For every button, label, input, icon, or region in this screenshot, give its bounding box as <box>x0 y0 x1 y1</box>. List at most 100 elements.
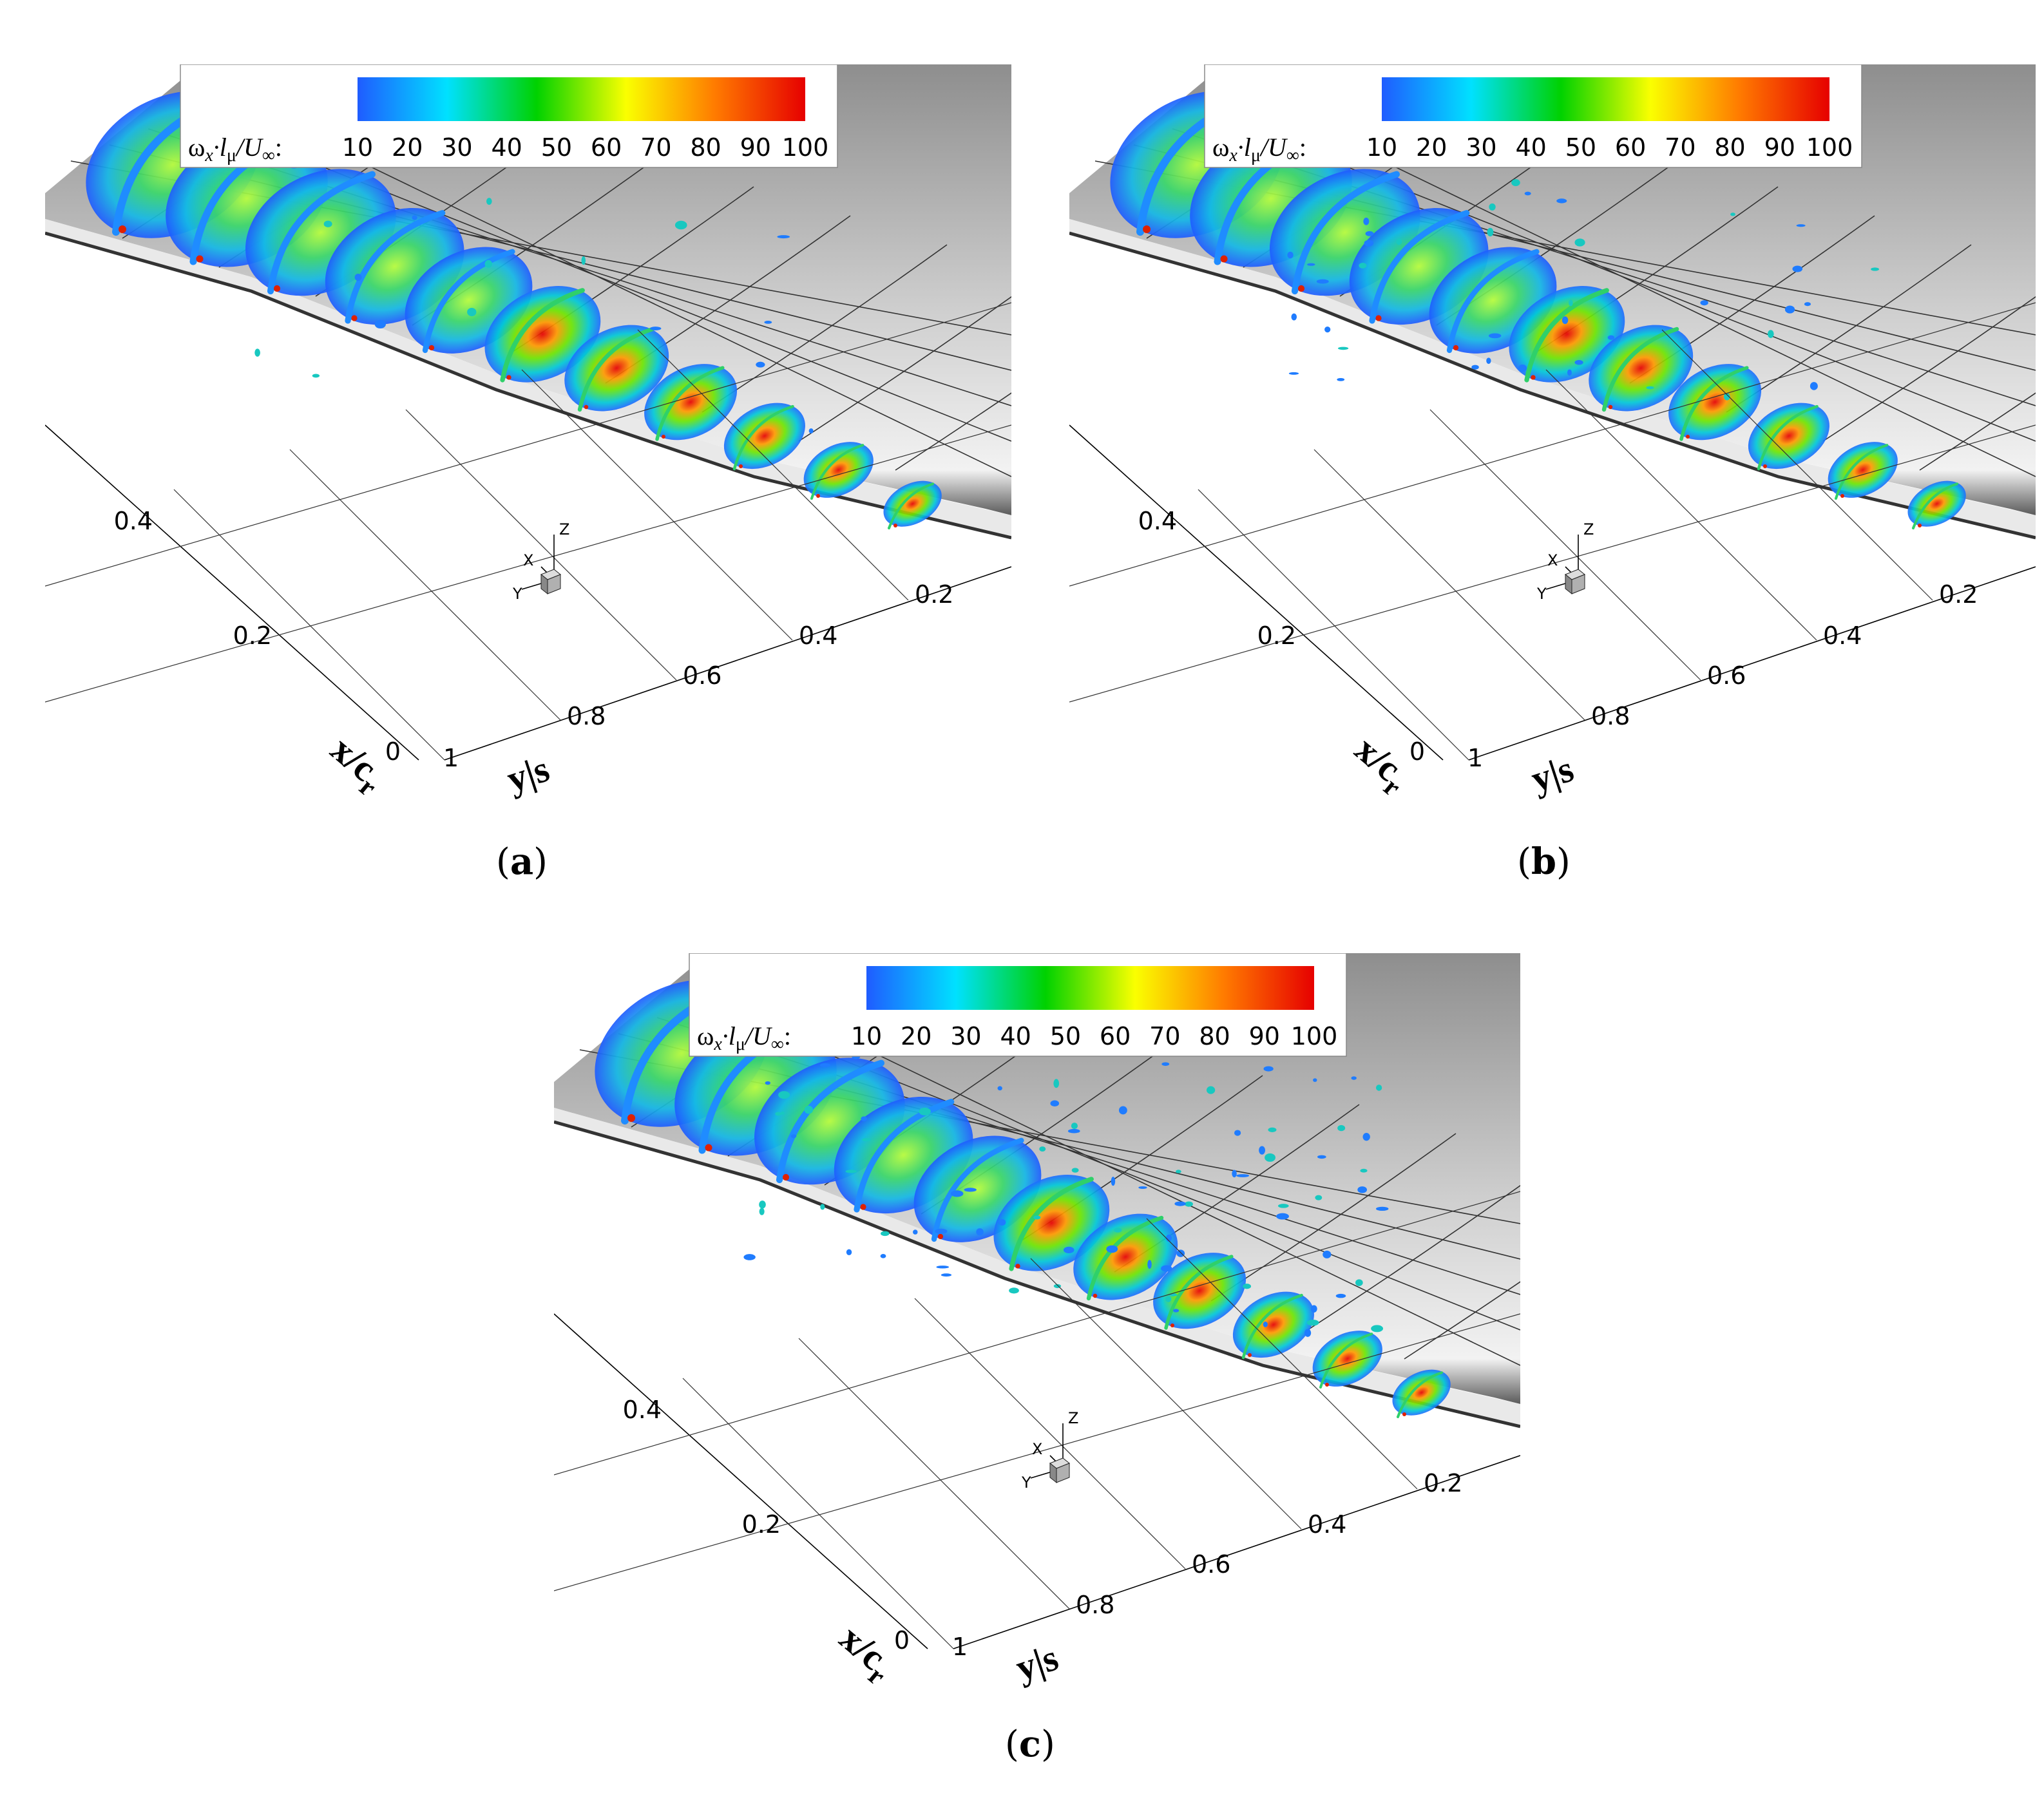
vortex-fragment <box>1268 1127 1277 1132</box>
vortex-slice <box>1828 442 1898 500</box>
vortex-fragment <box>941 1273 952 1277</box>
svg-text:x/cr: x/cr <box>828 1617 903 1691</box>
vortex-fragment <box>759 1208 765 1215</box>
vortex-fragment <box>1176 1249 1185 1257</box>
svg-text:ωx·lμ/U∞:: ωx·lμ/U∞: <box>697 1021 791 1054</box>
axes-frame <box>1069 302 2036 761</box>
colorbar-tick-label: 60 <box>1615 133 1646 162</box>
y-axis-label: y|s <box>1526 748 1578 801</box>
vortex-fragment <box>778 1091 790 1099</box>
vortex-slice <box>1312 1331 1382 1389</box>
vorticity-isosurfaces <box>595 980 1451 1418</box>
vortex-fragment <box>1567 369 1572 376</box>
vortex-fragment <box>880 1254 886 1258</box>
vortex-fragment <box>1796 224 1806 227</box>
axes-frame <box>554 1191 1520 1649</box>
vortex-fragment <box>1784 305 1795 314</box>
y-axis-tick-label: 0.6 <box>683 661 721 690</box>
colorbar-tick-label: 90 <box>1249 1022 1280 1050</box>
vortex-fragment <box>1147 1260 1152 1269</box>
axes-frame <box>45 302 1011 761</box>
colorbar-tick-label: 100 <box>1806 133 1853 162</box>
colorbar-tick-label: 40 <box>1515 133 1546 162</box>
svg-text:Y: Y <box>1536 585 1547 603</box>
vortex-fragment <box>997 1086 1002 1091</box>
vortex-fragment <box>1263 1066 1274 1072</box>
x-axis-tick-label: 0 <box>894 1626 910 1655</box>
orientation-triad: Z X Y <box>512 520 569 603</box>
vortex-fragment <box>1306 1320 1319 1326</box>
vortex-fragment <box>1337 377 1345 381</box>
y-axis-tick-label: 0.8 <box>1591 702 1630 730</box>
y-axis-tick-label: 0.8 <box>567 702 606 730</box>
vortex-fragment <box>1810 382 1818 390</box>
vortex-fragment <box>1039 1146 1046 1152</box>
vortex-fragment <box>1138 1186 1147 1189</box>
vortex-fragment <box>581 256 586 265</box>
vortex-fragment <box>254 348 260 357</box>
vortex-fragment <box>1323 1250 1332 1258</box>
vortex-fragment <box>1488 333 1502 339</box>
colorbar-legend: ωx·lμ/U∞: 10 20 30 40 50 60 70 80 90 100 <box>180 64 838 168</box>
vortex-fragment <box>1471 365 1479 370</box>
x-axis-tick-label: 0.4 <box>1138 507 1177 535</box>
vortex-fragment <box>1569 299 1573 307</box>
vortex-fragment <box>919 1107 931 1115</box>
colorbar-tick-label: 90 <box>1764 133 1795 162</box>
colorbar-tick-label: 40 <box>491 133 522 162</box>
colorbar-tick-label: 10 <box>1366 133 1397 162</box>
y-axis-tick-label: 0.2 <box>915 580 953 609</box>
vortex-slice <box>723 403 805 471</box>
x-axis-tick-label: 0.2 <box>742 1510 781 1539</box>
vortex-fragment <box>1277 1204 1289 1208</box>
x-axis-tick-label: 0.2 <box>233 621 272 650</box>
colorbar-tick-label: 80 <box>1199 1022 1230 1050</box>
vortex-fragment <box>764 321 772 324</box>
colorbar-tick-label: 50 <box>541 133 572 162</box>
vortex-fragment <box>845 1170 857 1173</box>
vortex-slice <box>1907 480 1966 529</box>
panel-a-figure: 0 0.2 0.4 1 0.8 0.6 0.4 0.2 x/cr y|s Z X Y ωx·l… <box>45 64 1011 802</box>
vortex-fragment <box>790 1134 797 1139</box>
vortex-fragment <box>820 1204 825 1210</box>
vortex-fragment <box>1243 1284 1252 1289</box>
vortex-fragment <box>777 235 790 239</box>
vortex-fragment <box>1111 1177 1116 1186</box>
vortex-fragment <box>1009 1287 1019 1294</box>
vortex-fragment <box>674 220 687 230</box>
vortex-fragment <box>1071 1168 1079 1173</box>
vortex-fragment <box>1184 1201 1193 1207</box>
colorbar-tick-label: 80 <box>690 133 721 162</box>
vortex-fragment <box>950 1190 964 1197</box>
colorbar-legend: ωx·lμ/U∞: 10 20 30 40 50 60 70 80 90 100 <box>1204 64 1862 168</box>
vortex-fragment <box>1315 1195 1323 1200</box>
vortex-fragment <box>1792 265 1803 272</box>
vortex-fragment <box>862 1138 872 1142</box>
vortex-slice <box>1668 364 1762 441</box>
vortex-fragment <box>765 1081 771 1085</box>
vortex-fragment <box>819 1063 831 1067</box>
svg-text:y|s: y|s <box>1526 748 1578 801</box>
x-axis-label: x/cr <box>1348 728 1409 802</box>
vortex-fragment <box>1317 1155 1326 1159</box>
vortex-fragment <box>936 1266 950 1269</box>
y-axis-label: y|s <box>1011 1636 1063 1689</box>
colorbar-gradient <box>358 77 805 121</box>
vortex-fragment <box>1396 238 1402 245</box>
colorbar-tick-label: 60 <box>591 133 622 162</box>
svg-text:y|s: y|s <box>502 748 554 801</box>
vortex-fragment <box>1324 327 1331 333</box>
vortex-fragment <box>1355 1279 1363 1286</box>
svg-text:Z: Z <box>1583 520 1594 538</box>
vortex-fragment <box>1375 1085 1382 1091</box>
vortex-fragment <box>1304 1329 1312 1337</box>
vortex-fragment <box>1335 1293 1346 1298</box>
vortex-fragment <box>1067 1128 1080 1134</box>
vortex-fragment <box>1307 263 1315 266</box>
vortex-fragment <box>1118 1106 1127 1115</box>
svg-text:ωx·lμ/U∞:: ωx·lμ/U∞: <box>188 133 282 166</box>
y-axis-tick-label: 0.2 <box>1424 1469 1462 1497</box>
vortex-fragment <box>354 274 362 281</box>
vortex-fragment <box>1033 1215 1041 1220</box>
vortex-fragment <box>756 361 765 368</box>
